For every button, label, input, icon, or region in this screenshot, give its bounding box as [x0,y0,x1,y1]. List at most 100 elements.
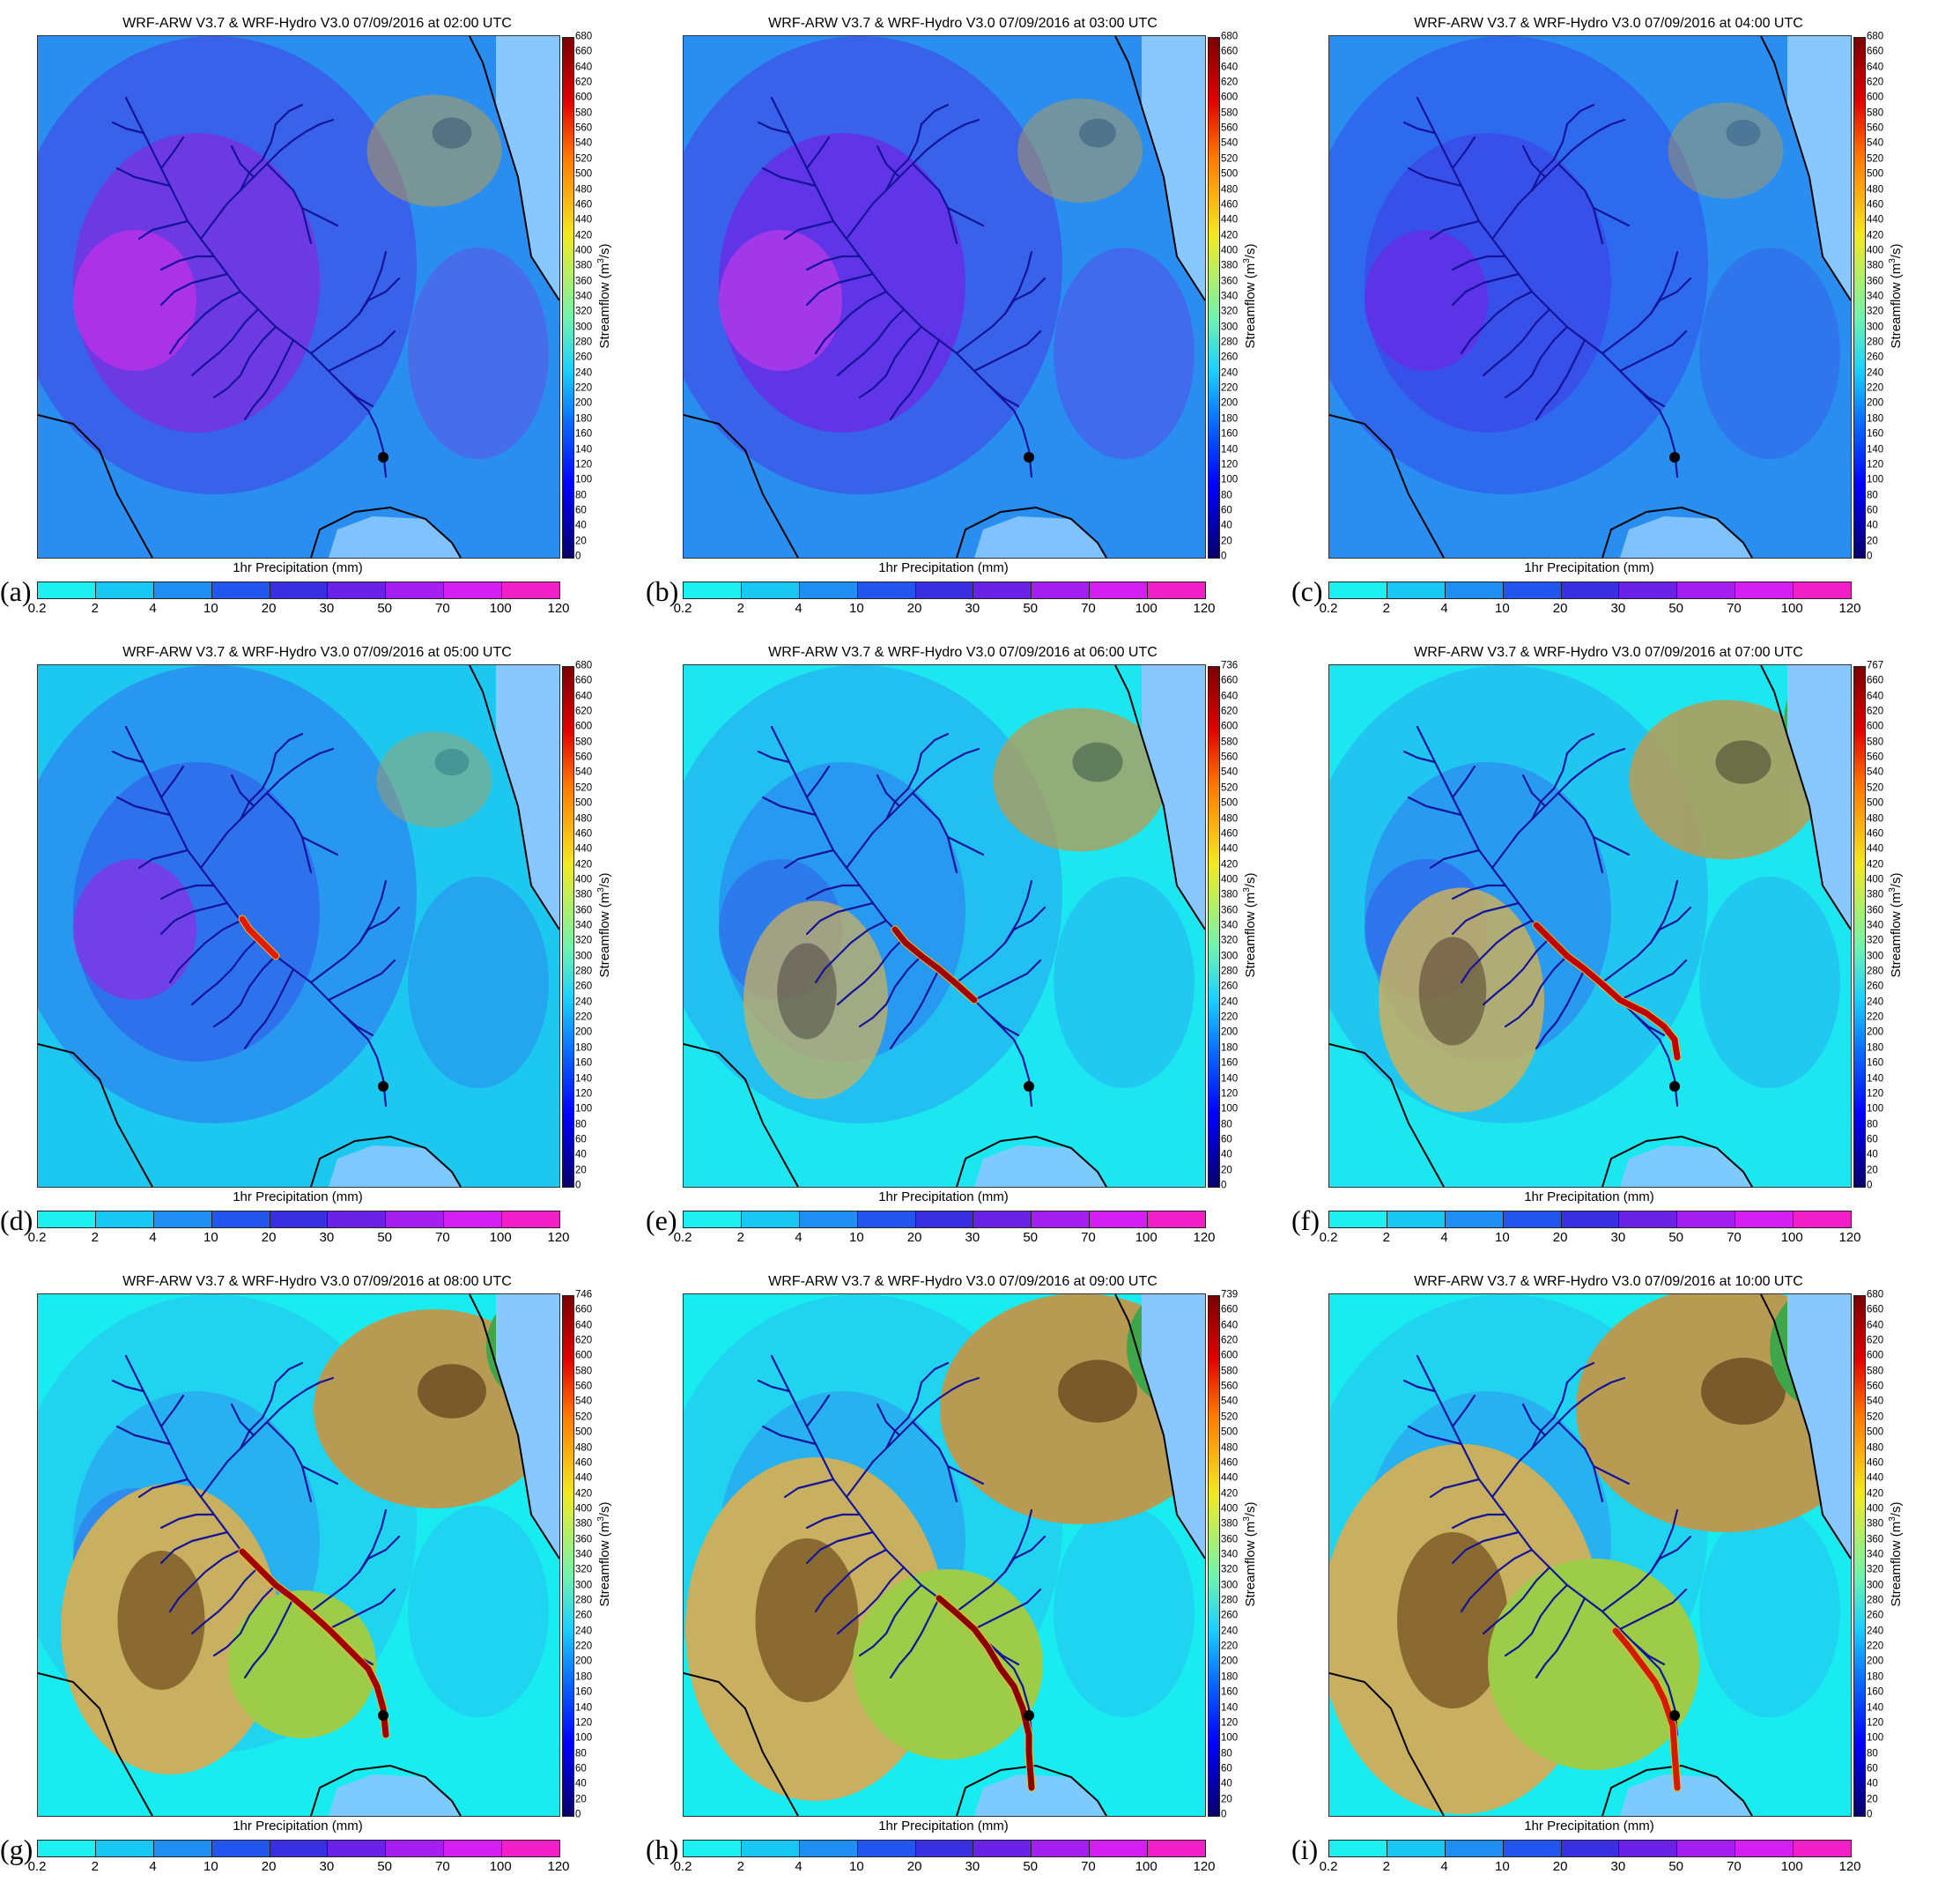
precipitation-tick: 70 [1727,601,1742,616]
streamflow-tick: 120 [575,1717,593,1729]
streamflow-tick: 660 [1221,1304,1239,1315]
river-reach [814,325,840,355]
river-reach [159,272,229,307]
precipitation-tick: 50 [1668,1230,1683,1245]
river-reach [217,307,260,355]
streamflow-tick: 600 [1867,1350,1884,1361]
precipitation-tick: 30 [319,601,335,616]
panel-letter: (f) [1291,1204,1320,1236]
precipitation-color-bin [1090,1841,1149,1856]
river-reach [845,1397,941,1499]
river-reach [884,752,923,821]
streamflow-tick: 0 [575,1180,581,1191]
river-reach [783,848,835,870]
streamflow-tick: 300 [1221,1580,1239,1591]
streamflow-tick: 260 [575,352,593,363]
streamflow-tick: 460 [1221,1457,1239,1469]
panel-title: WRF-ARW V3.7 & WRF-Hydro V3.0 07/09/2016… [768,645,1158,660]
streamflow-tick: 560 [1221,1381,1239,1392]
streamflow-tick: 260 [1867,981,1884,992]
river-reach [1508,937,1551,984]
river-reach [358,250,388,315]
terrain-sw-peak [777,943,837,1040]
river-reach [1649,250,1679,315]
river-reach [862,1566,906,1613]
streamflow-tick: 400 [1221,1503,1239,1515]
precipitation-color-bin [502,1211,560,1227]
streamflow-tick: 60 [575,505,587,516]
streamflow-tick: 380 [1867,260,1884,271]
map-canvas [38,665,559,1187]
streamflow-tick: 180 [1221,1042,1239,1054]
streamflow-tick: 0 [1867,1180,1873,1191]
streamflow-tick: 200 [1221,1026,1239,1038]
streamflow-tick: 40 [575,1778,587,1789]
streamflow-tick: 360 [1867,276,1884,287]
precipitation-color-bin [502,582,560,598]
streamflow-tick: 20 [1867,1165,1878,1176]
river-reach [1530,1381,1569,1450]
precipitation-tick: 30 [319,1859,335,1874]
streamflow-tick: 40 [1867,1778,1878,1789]
streamflow-tick: 560 [1221,752,1239,763]
precipitation-color-bin [741,1211,800,1227]
river-reach [836,1548,888,1587]
river-reach [814,1583,840,1613]
streamflow-tick: 220 [575,1011,593,1023]
border-sw [684,414,799,558]
precipitation-color-bin [95,1211,154,1227]
precipitation-tick-labels: 0.2 2 4 10 20 30 50 70 100 120 [1320,1859,1861,1875]
river-network [757,1354,1047,1737]
river-reach [168,325,194,355]
streamflow-tick: 600 [1221,721,1239,732]
precipitation-color-bin [270,1841,329,1856]
precipitation-tick: 50 [1023,601,1038,616]
river-reach [1521,774,1547,808]
river-reach [1451,901,1520,936]
coastline-ne [469,1294,559,1560]
streamflow-tick: 240 [1867,1626,1884,1637]
precipitation-tick: 30 [965,601,980,616]
streamflow-tick: 200 [1867,1656,1884,1667]
panel-letter: (d) [0,1204,33,1236]
streamflow-tick-labels: 680 660 640 620 600 580 560 540 520 500 480 460 440 4… [575,661,610,1191]
precipitation-axis-label: 1hr Precipitation (mm) [233,1819,363,1834]
river-reach [230,774,255,808]
precipitation-tick: 100 [489,1230,512,1245]
river-reach [1535,391,1558,421]
streamflow-tick: 40 [1867,1149,1878,1160]
map-canvas [1329,1294,1851,1816]
river-reach [757,121,791,135]
streamflow-tick: 60 [1867,505,1878,516]
river-reach [300,1464,313,1503]
river-reach [858,374,888,399]
river-reach [1490,767,1587,870]
streamflow-colorbar [562,1295,574,1817]
precipitation-tick: 70 [1727,1230,1742,1245]
streamflow-tick: 80 [1221,1119,1232,1130]
streamflow-tick: 560 [575,122,593,134]
streamflow-tick: 300 [575,1580,593,1591]
streamflow-tick: 500 [575,168,593,180]
precipitation-tick: 0.2 [673,1230,692,1245]
streamflow-tick: 260 [1867,352,1884,363]
streamflow-tick: 560 [1221,122,1239,134]
precipitation-axis-label: 1hr Precipitation (mm) [878,1819,1009,1834]
streamflow-tick: 520 [1221,1411,1239,1423]
river-reach [159,765,185,799]
river-reach [858,1003,888,1028]
streamflow-tick: 220 [575,382,593,394]
streamflow-tick: 520 [575,1411,593,1423]
sea-ne [1142,665,1205,930]
streamflow-tick: 460 [575,199,593,211]
precipitation-tick: 30 [965,1859,980,1874]
precipitation-tick: 50 [1023,1230,1038,1245]
streamflow-tick: 380 [1867,1518,1884,1530]
river-reach [1530,752,1569,821]
precipitation-color-bin [328,1841,387,1856]
precipitation-colorbar [37,1840,560,1857]
river-reach [159,1530,229,1565]
precipitation-color-bin [684,582,742,598]
streamflow-tick: 640 [575,691,593,702]
streamflow-tick: 0 [1221,1180,1227,1191]
